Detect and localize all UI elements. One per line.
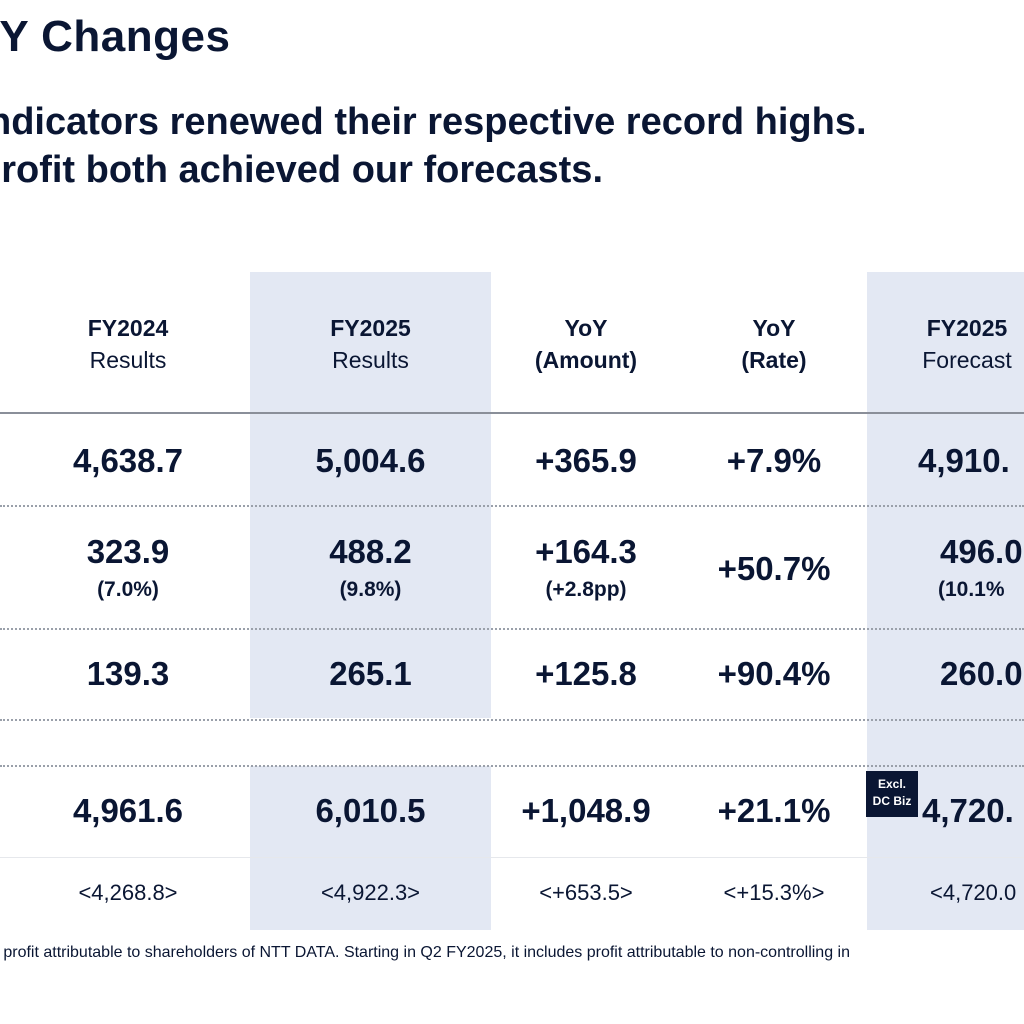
- row4-fy2024: 4,961.6: [72, 792, 184, 829]
- row-divider: [0, 628, 1024, 630]
- page-title: oY Changes: [0, 12, 231, 61]
- header-label: (Amount): [534, 347, 638, 373]
- row3-yoy-amount: +125.8: [535, 655, 637, 692]
- row-divider: [0, 719, 1024, 721]
- header-label: (Rate): [741, 347, 807, 373]
- row-divider: [0, 505, 1024, 507]
- header-label-bold: FY2024: [87, 315, 169, 341]
- header-fy2025-results: FY2025 Results: [250, 312, 491, 376]
- subtitle-line-1: ndicators renewed their respective recor…: [0, 101, 867, 143]
- row1-yoy-rate: +7.9%: [726, 442, 822, 479]
- row1-fy2025: 5,004.6: [315, 442, 426, 479]
- row3-fy2024: 139.3: [86, 655, 170, 692]
- header-label: Forecast: [922, 347, 1012, 373]
- row3-yoy-rate: +90.4%: [717, 655, 831, 692]
- row3-forecast: 260.0: [940, 655, 1023, 692]
- row3-fy2025: 265.1: [329, 655, 412, 692]
- fy2025-results-column-highlight-lower: [250, 766, 491, 930]
- row-divider-thin: [0, 857, 1024, 858]
- row2-forecast-margin: (10.1%: [938, 578, 1005, 601]
- row2-fy2024: 323.9: [86, 533, 170, 570]
- header-divider: [0, 412, 1024, 414]
- badge-line-1: Excl.: [877, 777, 907, 791]
- row5-forecast: <4,720.0: [930, 880, 1017, 905]
- header-fy2024-results: FY2024 Results: [8, 312, 248, 376]
- fy2025-results-column-highlight: [250, 272, 491, 718]
- fy2025-forecast-column-highlight: [867, 272, 1024, 930]
- header-label-bold: FY2025: [926, 315, 1008, 341]
- row5-yoy-rate: <+15.3%>: [723, 880, 825, 905]
- excl-dc-biz-badge: Excl. DC Biz: [866, 771, 918, 817]
- row2-fy2025-margin: (9.8%): [339, 578, 402, 601]
- row2-forecast: 496.0: [940, 533, 1023, 570]
- row4-forecast: 4,720.: [922, 792, 1014, 829]
- row2-fy2024-margin: (7.0%): [97, 578, 159, 601]
- row4-yoy-rate: +21.1%: [717, 792, 831, 829]
- row2-fy2025: 488.2: [329, 533, 412, 570]
- row-divider: [0, 765, 1024, 767]
- page-subtitle: ndicators renewed their respective recor…: [0, 98, 867, 194]
- row1-yoy-amount: +365.9: [535, 442, 637, 479]
- header-label-bold: YoY: [564, 315, 608, 341]
- row1-forecast: 4,910.: [918, 442, 1010, 479]
- row4-fy2025: 6,010.5: [315, 792, 426, 829]
- row2-yoy-rate: +50.7%: [717, 550, 831, 587]
- row2-yoy-amount: +164.3: [535, 533, 637, 570]
- row5-fy2025: <4,922.3>: [320, 880, 421, 905]
- header-label: Results: [89, 347, 167, 373]
- header-label-bold: FY2025: [330, 315, 411, 341]
- row1-fy2024: 4,638.7: [72, 442, 184, 479]
- row5-fy2024: <4,268.8>: [78, 880, 178, 905]
- header-fy2025-forecast: FY2025 Forecast: [867, 312, 1024, 376]
- row5-yoy-amount: <+653.5>: [539, 880, 633, 905]
- badge-line-2: DC Biz: [872, 794, 912, 808]
- footnote: d profit attributable to shareholders of…: [0, 944, 850, 961]
- header-label: Results: [332, 347, 409, 373]
- subtitle-line-2: profit both achieved our forecasts.: [0, 149, 603, 191]
- row4-yoy-amount: +1,048.9: [521, 792, 651, 829]
- header-yoy-rate: YoY (Rate): [681, 312, 867, 376]
- header-yoy-amount: YoY (Amount): [491, 312, 681, 376]
- row2-yoy-amount-margin: (+2.8pp): [545, 578, 627, 601]
- header-label-bold: YoY: [752, 315, 796, 341]
